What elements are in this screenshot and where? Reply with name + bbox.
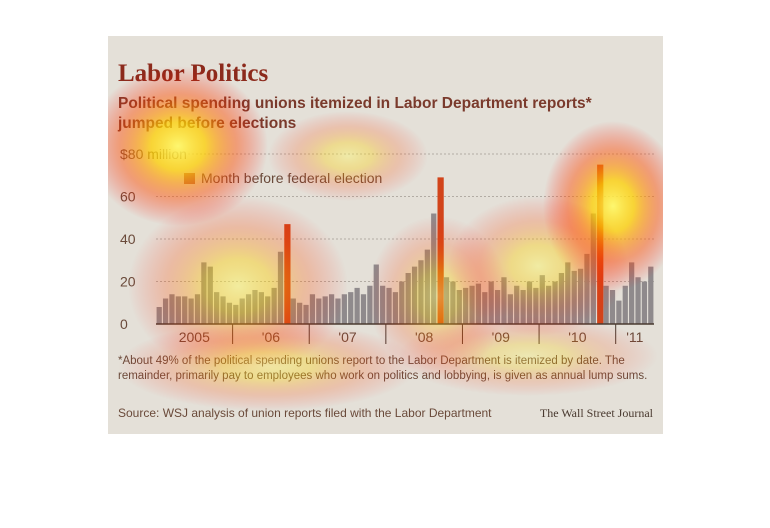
bar	[501, 277, 507, 324]
bar	[514, 285, 520, 324]
bar	[399, 281, 405, 324]
bar	[233, 304, 239, 324]
y-tick-label: $80 million	[120, 146, 187, 162]
bar	[220, 296, 226, 324]
bar	[552, 281, 558, 324]
bar	[252, 290, 258, 324]
bar	[533, 287, 539, 324]
bar	[507, 294, 513, 324]
bar	[488, 281, 494, 324]
bar	[418, 260, 424, 324]
y-tick-label: 0	[120, 316, 128, 332]
bar	[520, 290, 526, 324]
bar	[214, 292, 220, 324]
legend-label: Month before federal election	[201, 170, 383, 186]
bar	[265, 296, 271, 324]
bar	[360, 294, 367, 324]
chart-legend: Month before federal election	[184, 170, 382, 186]
x-tick-label: '08	[415, 329, 433, 345]
y-tick-label: 60	[120, 189, 136, 205]
bar	[303, 304, 309, 324]
bar	[373, 264, 379, 324]
bar	[156, 307, 162, 324]
bar	[590, 213, 596, 324]
x-tick-label: '06	[262, 329, 280, 345]
bar	[616, 300, 622, 324]
bar	[392, 292, 399, 324]
bar	[162, 298, 169, 324]
bar	[322, 296, 328, 324]
bar	[603, 285, 609, 324]
bar	[431, 213, 437, 324]
legend-swatch	[184, 172, 195, 184]
bar	[194, 294, 201, 324]
bar	[380, 285, 386, 324]
bar	[558, 273, 565, 324]
bar	[201, 262, 207, 324]
x-tick-label: 2005	[179, 329, 210, 345]
bar	[341, 294, 347, 324]
bar	[239, 298, 245, 324]
y-tick-label: 40	[120, 231, 136, 247]
bar	[641, 281, 648, 324]
bar	[629, 262, 635, 324]
bar	[258, 292, 264, 324]
bar	[526, 281, 533, 324]
bar	[290, 298, 296, 324]
bar	[565, 262, 571, 324]
chart-credit: The Wall Street Journal	[539, 406, 653, 420]
bar	[271, 287, 277, 324]
bar	[494, 290, 501, 324]
bar	[463, 287, 469, 324]
bar	[456, 290, 462, 324]
bar	[571, 270, 577, 324]
chart-title: Labor Politics	[118, 60, 269, 87]
bar-election	[437, 177, 444, 324]
bar	[622, 285, 628, 324]
bar	[405, 273, 411, 324]
bar	[577, 268, 584, 324]
bar	[546, 285, 552, 324]
bar	[207, 266, 213, 324]
chart-card: Labor Politics Political spending unions…	[108, 36, 663, 434]
bar	[175, 296, 181, 324]
bar	[367, 285, 373, 324]
bar	[335, 298, 341, 324]
bar	[539, 275, 545, 324]
bar	[648, 266, 654, 324]
bar	[635, 277, 641, 324]
bar	[411, 266, 418, 324]
bar	[450, 281, 456, 324]
chart-footnote: *About 49% of the political spending uni…	[118, 355, 648, 382]
bar	[226, 302, 233, 324]
bar	[443, 277, 450, 324]
bar	[245, 294, 252, 324]
bar	[475, 283, 482, 324]
x-tick-label: '11	[626, 329, 643, 345]
bar	[169, 294, 175, 324]
bar	[348, 292, 354, 324]
y-tick-label: 20	[120, 274, 136, 290]
x-tick-label: '09	[492, 329, 510, 345]
bar	[386, 287, 392, 324]
bar	[609, 290, 616, 324]
bar	[297, 302, 303, 324]
bar-election	[284, 224, 291, 324]
chart-subtitle: Political spending unions itemized in La…	[118, 95, 592, 132]
bar	[309, 294, 316, 324]
x-tick-label: '10	[568, 329, 586, 345]
bar	[277, 251, 284, 324]
bar	[316, 298, 322, 324]
bar	[469, 285, 475, 324]
bar	[584, 253, 590, 324]
chart-source: Source: WSJ analysis of union reports fi…	[118, 406, 492, 420]
bar	[424, 249, 430, 324]
bar	[188, 298, 194, 324]
bar	[328, 294, 335, 324]
x-tick-label: '07	[338, 329, 356, 345]
bar	[354, 287, 360, 324]
bar	[182, 296, 188, 324]
bar-election	[597, 164, 604, 324]
bar	[482, 292, 488, 324]
